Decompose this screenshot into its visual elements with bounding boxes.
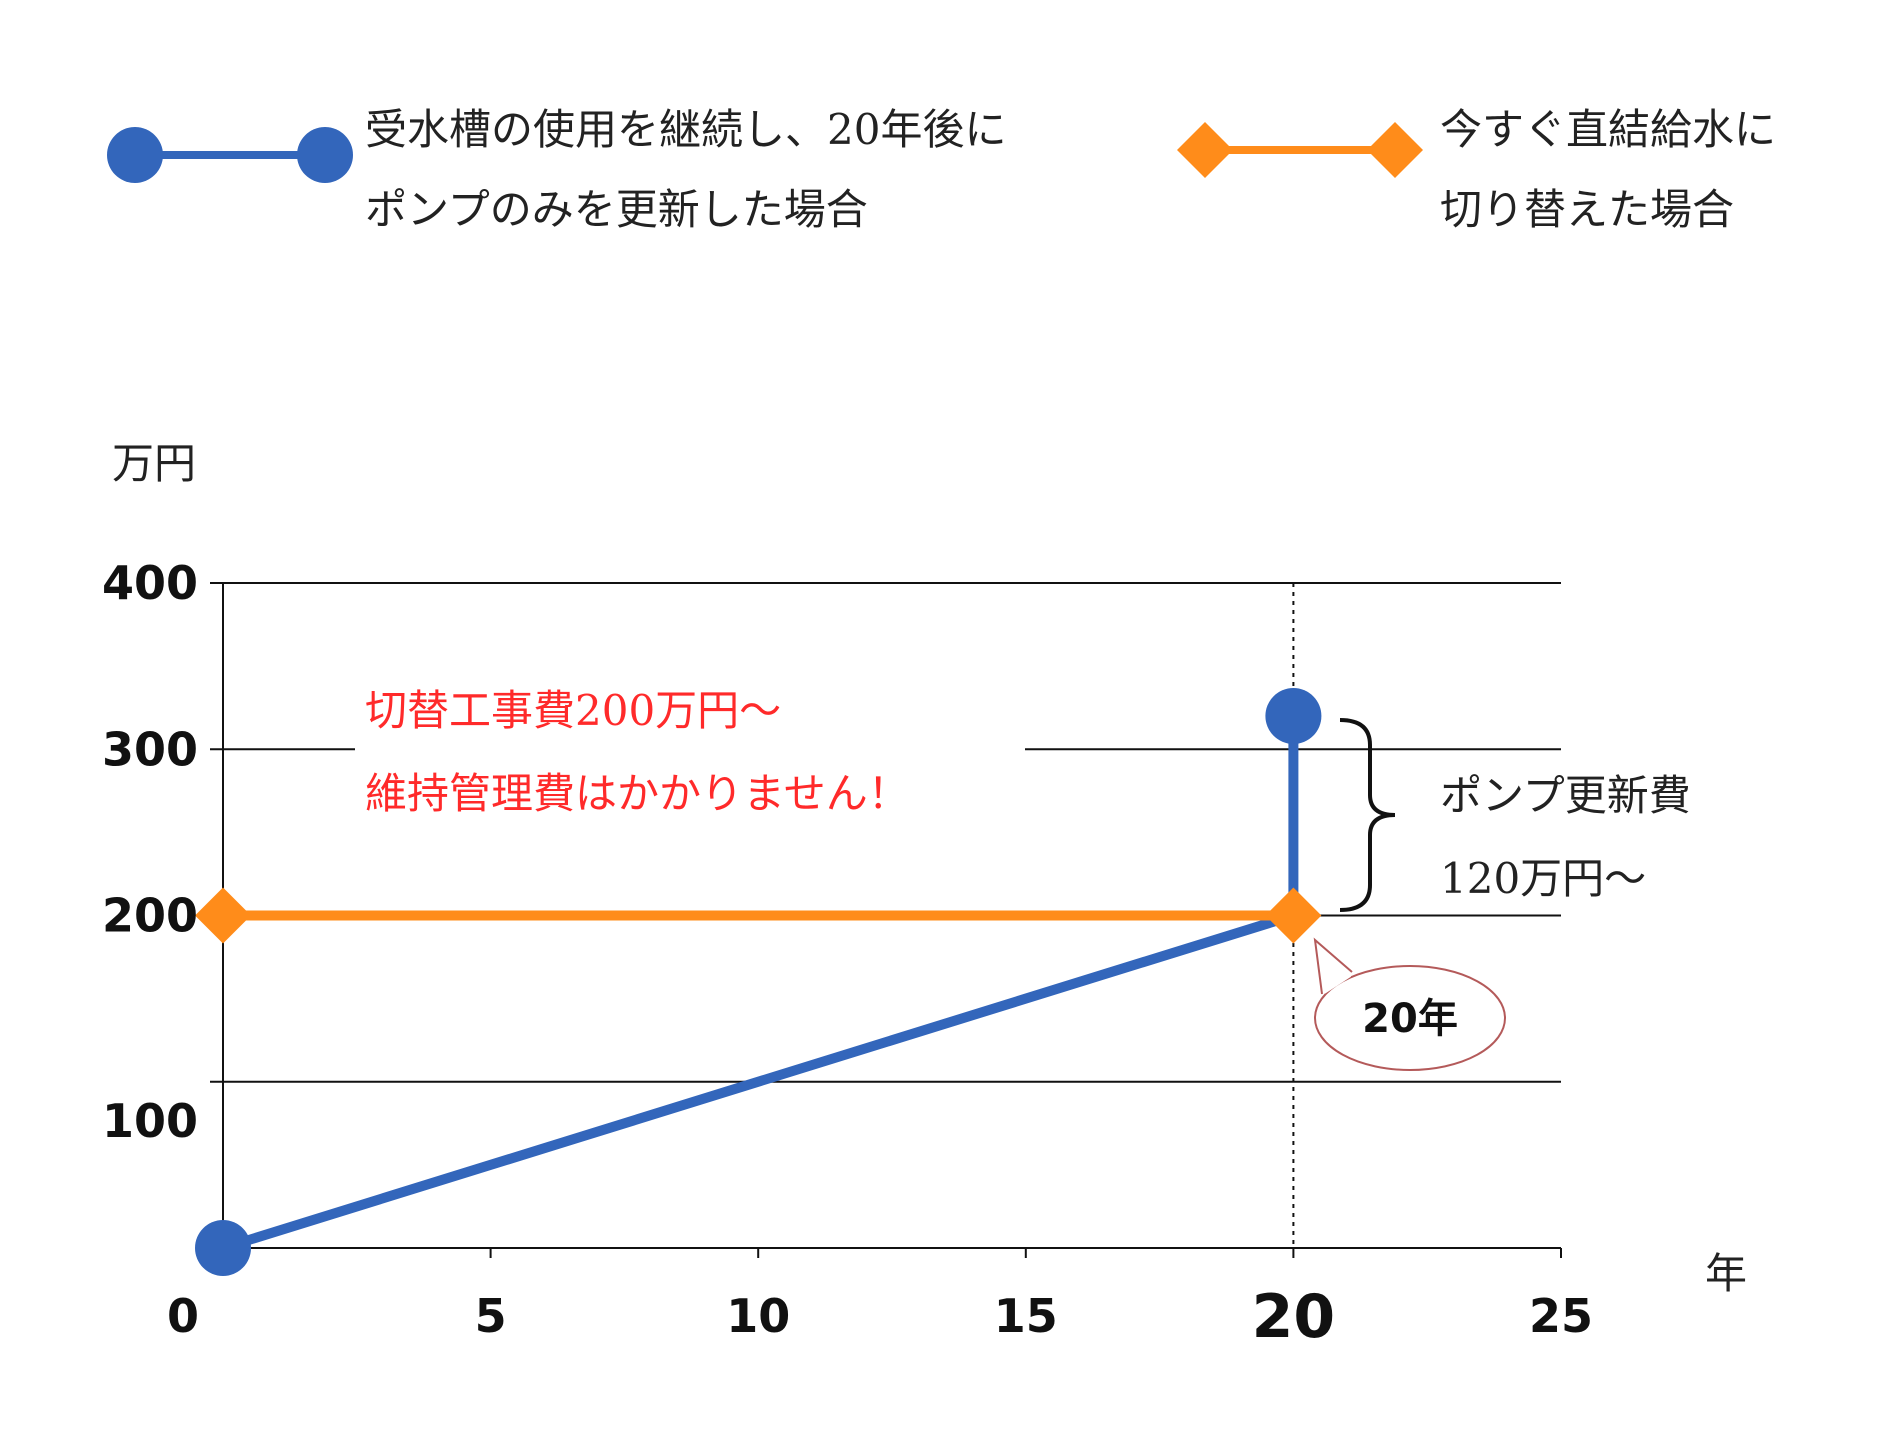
y-tick-label-100: 100 — [102, 1094, 198, 1148]
tick-labels: 0 5 10 15 20 25 100 200 300 400 — [102, 556, 1593, 1352]
speech-bubble-text: 20年 — [1362, 996, 1458, 1042]
x-tick-label-5: 5 — [475, 1289, 507, 1343]
y-tick-label-400: 400 — [102, 556, 198, 610]
legend-marker-diamond — [1177, 122, 1233, 178]
legend-orange-line1: 今すぐ直結給水に — [1440, 105, 1777, 154]
annotation-switch-line2: 維持管理費はかかりません！ — [365, 769, 910, 818]
y-tick-label-300: 300 — [102, 722, 198, 776]
legend-marker-circle — [297, 127, 353, 183]
point-orange-1 — [1265, 887, 1322, 944]
legend-line-blue — [107, 127, 353, 183]
y-tick-label-200: 200 — [102, 889, 198, 943]
annotation-switch-line1: 切替工事費200万円～ — [365, 686, 781, 735]
brace — [1339, 718, 1396, 912]
speech-bubble: 20年 — [1313, 937, 1506, 1071]
series-layer — [195, 688, 1322, 1276]
legend-blue-line1: 受水槽の使用を継続し、20年後に — [365, 105, 1007, 154]
annotation-pump-line2: 120万円～ — [1440, 854, 1646, 903]
x-tick-label-20: 20 — [1252, 1282, 1336, 1352]
legend-marker-diamond — [1367, 122, 1423, 178]
point-blue-1 — [1265, 688, 1322, 744]
x-axis-label: 年 — [1705, 1249, 1747, 1298]
x-tick-label-25: 25 — [1529, 1289, 1593, 1343]
legend-blue-line2: ポンプのみを更新した場合 — [365, 185, 868, 234]
x-tick-label-0: 0 — [167, 1289, 199, 1343]
legend-label-orange: 今すぐ直結給水に 切り替えた場合 — [1440, 90, 1776, 250]
annotation-bg — [355, 690, 1025, 840]
legend-orange-line2: 切り替えた場合 — [1440, 185, 1735, 234]
y-axis-label: 万円 — [112, 439, 196, 488]
x-tick-label-15: 15 — [994, 1289, 1058, 1343]
legend-line-orange — [1177, 122, 1423, 178]
point-blue-0 — [195, 1220, 251, 1276]
x-tick-label-10: 10 — [726, 1289, 790, 1343]
point-orange-0 — [195, 887, 251, 944]
annotation-pump-line1: ポンプ更新費 — [1440, 771, 1691, 820]
legend-label-blue: 受水槽の使用を継続し、20年後に ポンプのみを更新した場合 — [365, 90, 1006, 250]
legend-marker-circle — [107, 127, 163, 183]
